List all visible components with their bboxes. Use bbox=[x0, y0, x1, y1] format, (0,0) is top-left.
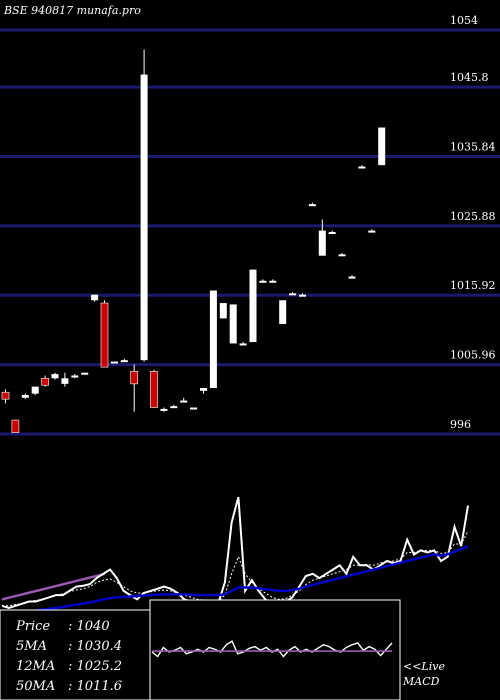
ma50-label: 50MA bbox=[16, 679, 55, 694]
candle-body bbox=[299, 294, 306, 297]
ma-line bbox=[2, 530, 469, 607]
y-tick-label: 996 bbox=[450, 418, 471, 431]
candle-body bbox=[219, 303, 227, 319]
y-tick-label: 1005.96 bbox=[450, 349, 496, 362]
candle-body bbox=[160, 408, 168, 411]
candle-body bbox=[91, 294, 99, 301]
candle-body bbox=[269, 280, 277, 283]
ma50-value: : 1011.6 bbox=[68, 679, 122, 694]
candle-body bbox=[308, 204, 316, 207]
macd-line bbox=[151, 640, 393, 658]
grid-line bbox=[0, 224, 500, 228]
moving-average-lines bbox=[1, 496, 469, 616]
candle-body bbox=[200, 388, 207, 391]
y-tick-label: 1015.92 bbox=[450, 279, 496, 292]
candle-body bbox=[110, 361, 118, 364]
macd-live-label: <<Live bbox=[403, 660, 445, 673]
candle-body bbox=[338, 254, 346, 257]
candle-body bbox=[140, 74, 148, 361]
candle-body bbox=[61, 378, 69, 384]
candle-body bbox=[180, 400, 188, 403]
ma5-value: : 1030.4 bbox=[68, 639, 122, 654]
candle-body bbox=[11, 419, 20, 433]
info-box-frame bbox=[0, 609, 151, 700]
y-tick-label: 1045.8 bbox=[450, 71, 489, 84]
candle-body bbox=[318, 230, 326, 256]
grid-line bbox=[0, 363, 500, 367]
y-axis-tick-labels: 1054 1045.8 1035.84 1025.88 1015.92 1005.96 99… bbox=[450, 14, 496, 431]
ma-line bbox=[1, 572, 106, 601]
price-label: Price bbox=[15, 619, 50, 634]
grid-line bbox=[0, 85, 500, 89]
macd-name-label: MACD bbox=[402, 675, 440, 688]
ma12-value: : 1025.2 bbox=[68, 659, 122, 674]
grid-line bbox=[0, 432, 500, 436]
candle-body bbox=[81, 372, 89, 375]
candle-body bbox=[130, 371, 138, 385]
candle-body bbox=[41, 377, 49, 386]
candle-body bbox=[31, 386, 39, 394]
y-tick-label: 1035.84 bbox=[450, 140, 496, 153]
candle-body bbox=[289, 293, 297, 296]
grid-line bbox=[0, 28, 500, 32]
macd-panel bbox=[0, 599, 401, 700]
candle-body bbox=[21, 394, 29, 398]
candle-body bbox=[100, 302, 109, 368]
candle-body bbox=[170, 406, 178, 409]
candle-body bbox=[378, 127, 386, 166]
candle-body bbox=[229, 304, 237, 344]
ma5-label: 5MA bbox=[16, 639, 47, 654]
y-tick-label: 1054 bbox=[450, 14, 478, 27]
ma12-label: 12MA bbox=[16, 659, 55, 674]
candle-body bbox=[1, 391, 10, 400]
candle-body bbox=[120, 360, 128, 363]
macd-label: <<Live MACD bbox=[402, 660, 445, 688]
candle-body bbox=[259, 280, 267, 283]
ma-line bbox=[1, 545, 469, 616]
candle-body bbox=[358, 166, 366, 169]
ma-line bbox=[1, 496, 469, 610]
grid-line bbox=[0, 154, 500, 158]
chart-title: BSE 940817 munafa.pro bbox=[3, 4, 141, 17]
candle-body bbox=[209, 290, 217, 389]
candle-body bbox=[190, 407, 198, 410]
price-value: : 1040 bbox=[68, 619, 110, 634]
candle-body bbox=[368, 230, 376, 233]
info-box: Price : 1040 5MA : 1030.4 12MA : 1025.2 … bbox=[15, 619, 122, 694]
candle-body bbox=[348, 276, 356, 279]
candlesticks bbox=[1, 49, 386, 433]
candle-body bbox=[279, 300, 287, 324]
candle-body bbox=[150, 371, 158, 408]
candle-body bbox=[239, 343, 247, 346]
candle-body bbox=[328, 232, 336, 234]
y-tick-label: 1025.88 bbox=[450, 210, 496, 223]
candle-body bbox=[249, 269, 257, 343]
candle-body bbox=[51, 374, 59, 379]
candle-body bbox=[71, 375, 79, 378]
